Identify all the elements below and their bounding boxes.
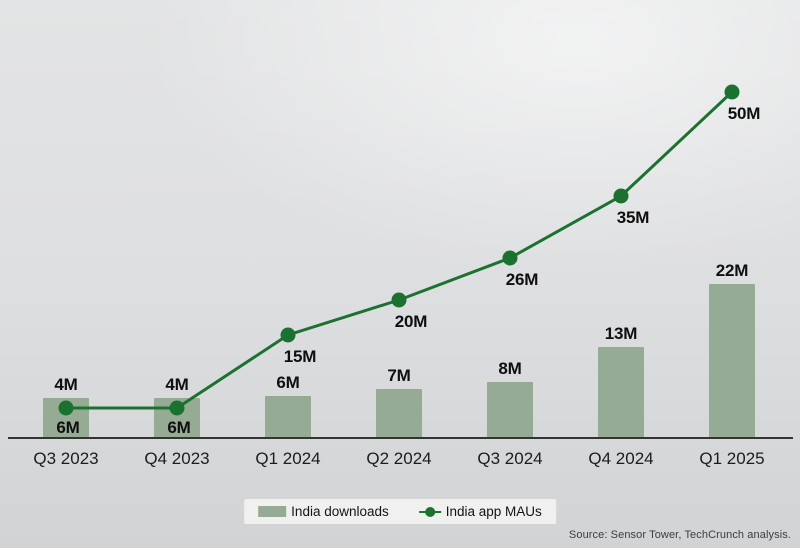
- x-axis-label: Q3 2023: [33, 449, 99, 468]
- bar-value-label: 22M: [715, 261, 749, 280]
- x-axis-label: Q1 2024: [255, 449, 321, 468]
- legend-label-downloads: India downloads: [291, 504, 389, 519]
- x-axis-label: Q4 2023: [144, 449, 210, 468]
- bar-value-label: 8M: [498, 359, 522, 378]
- x-axis-label: Q4 2024: [588, 449, 654, 468]
- mau-value-label: 26M: [505, 270, 539, 289]
- bar-q1-2025: [709, 284, 755, 438]
- bar-value-label: 13M: [604, 324, 638, 343]
- x-axis-label: Q2 2024: [366, 449, 432, 468]
- bar-value-label: 4M: [165, 375, 189, 394]
- mau-value-label: 35M: [616, 208, 650, 227]
- legend-item-maus: India app MAUs: [418, 504, 542, 519]
- bar-swatch-icon: [258, 506, 287, 517]
- x-axis-label: Q3 2024: [477, 449, 543, 468]
- bar-value-label: 4M: [54, 375, 78, 394]
- mau-value-label: 50M: [727, 104, 761, 123]
- legend-item-downloads: India downloads: [258, 504, 389, 519]
- legend: India downloads India app MAUs: [244, 499, 556, 524]
- mau-value-label: 6M: [56, 418, 80, 437]
- legend-label-maus: India app MAUs: [445, 504, 542, 519]
- mau-value-label: 6M: [167, 418, 191, 437]
- source-note: Source: Sensor Tower, TechCrunch analysi…: [568, 529, 791, 541]
- mau-value-label: 15M: [283, 347, 317, 366]
- line-marker-dot: [424, 506, 435, 517]
- mau-value-label: 20M: [394, 312, 428, 331]
- line-dot-marker-icon: [418, 506, 441, 517]
- x-axis-line: [8, 437, 793, 439]
- bar-value-label: 6M: [276, 373, 300, 392]
- bar-q2-2024: [376, 389, 422, 438]
- bar-q3-2024: [487, 382, 533, 438]
- x-axis-label: Q1 2025: [699, 449, 765, 468]
- bar-q4-2024: [598, 347, 644, 438]
- bar-q1-2024: [265, 396, 311, 438]
- bar-value-label: 7M: [387, 366, 411, 385]
